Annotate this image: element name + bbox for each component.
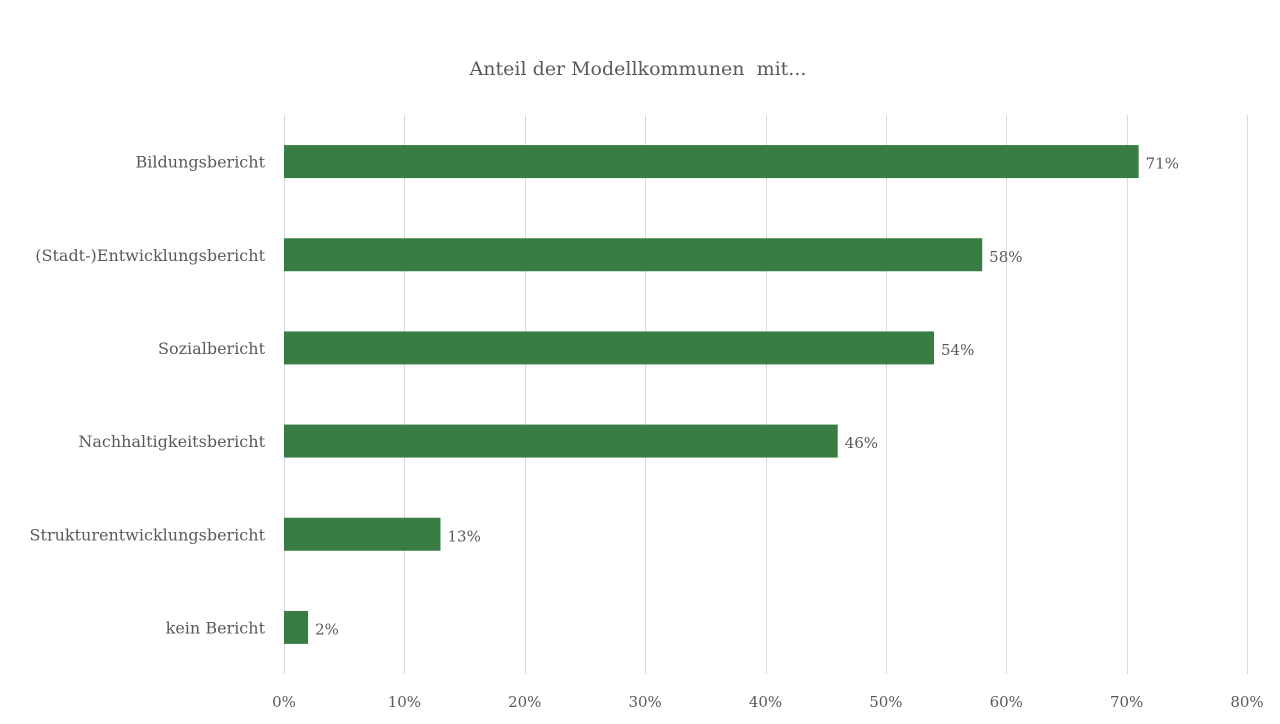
- x-tick-label: 40%: [749, 693, 782, 711]
- x-axis-ticks: 0% 10% 20% 30% 40% 50% 60% 70% 80%: [272, 693, 1264, 711]
- data-labels: 71% 58% 54% 46% 13% 2%: [315, 155, 1179, 639]
- data-label: 54%: [941, 341, 974, 359]
- data-label: 13%: [447, 527, 480, 545]
- data-label: 2%: [315, 620, 339, 638]
- category-label: Nachhaltigkeitsbericht: [78, 432, 265, 451]
- category-label: Bildungsbericht: [136, 153, 266, 172]
- x-tick-label: 30%: [628, 693, 661, 711]
- bar: [284, 145, 1139, 179]
- x-tick-label: 70%: [1110, 693, 1143, 711]
- x-tick-label: 20%: [508, 693, 541, 711]
- x-tick-label: 10%: [388, 693, 421, 711]
- data-label: 71%: [1146, 155, 1179, 173]
- x-tick-label: 0%: [272, 693, 296, 711]
- gridlines: [284, 115, 1248, 674]
- category-labels: Bildungsbericht (Stadt-)Entwicklungsberic…: [30, 153, 266, 638]
- x-tick-label: 50%: [869, 693, 902, 711]
- bar: [284, 238, 983, 272]
- bar: [284, 610, 309, 644]
- bars: [284, 145, 1139, 644]
- bar: [284, 424, 838, 458]
- x-tick-label: 80%: [1230, 693, 1263, 711]
- bar: [284, 517, 441, 551]
- data-label: 58%: [989, 248, 1022, 266]
- category-label: Strukturentwicklungsbericht: [30, 525, 266, 544]
- category-label: kein Bericht: [166, 618, 266, 637]
- chart-title: Anteil der Modellkommunen mit...: [469, 58, 807, 80]
- category-label: Sozialbericht: [158, 339, 266, 358]
- category-label: (Stadt-)Entwicklungsbericht: [35, 246, 265, 265]
- data-label: 46%: [845, 434, 878, 452]
- x-tick-label: 60%: [990, 693, 1023, 711]
- bar: [284, 331, 935, 365]
